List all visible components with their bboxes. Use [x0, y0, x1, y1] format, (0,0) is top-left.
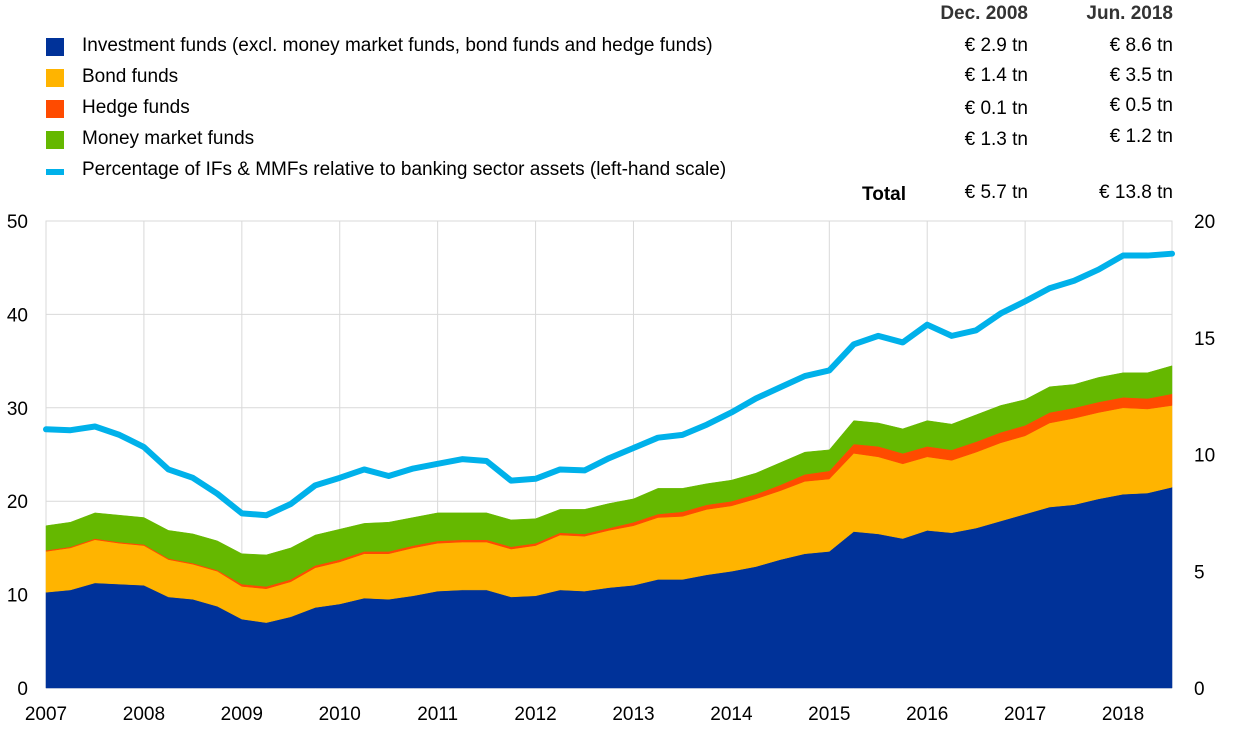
legend-swatch-investment-funds: [46, 38, 64, 56]
legend-value-bond-dec2008: € 1.4 tn: [964, 65, 1028, 86]
legend-value-investment-dec2008: € 2.9 tn: [964, 35, 1028, 56]
legend-value-hedge-dec2008: € 0.1 tn: [964, 98, 1028, 119]
y-left-tick-label: 10: [7, 586, 28, 607]
legend-total-label: Total: [862, 184, 906, 205]
legend-label-hedge-funds: Hedge funds: [82, 97, 190, 118]
legend-total-dec2008: € 5.7 tn: [964, 182, 1028, 203]
x-tick-label: 2013: [612, 704, 654, 725]
x-tick-label: 2015: [808, 704, 850, 725]
y-left-tick-label: 40: [7, 305, 28, 326]
y-right-tick-label: 20: [1194, 212, 1215, 233]
legend-value-mmf-dec2008: € 1.3 tn: [964, 129, 1028, 150]
x-tick-label: 2012: [514, 704, 556, 725]
legend-label-percentage-line: Percentage of IFs & MMFs relative to ban…: [82, 159, 727, 180]
legend-swatch-money-market-funds: [46, 131, 64, 149]
x-tick-label: 2008: [123, 704, 165, 725]
chart-legend: Dec. 2008 Jun. 2018 Investment funds (ex…: [0, 0, 1240, 215]
line-layer: [43, 250, 1175, 519]
x-tick-label: 2011: [417, 704, 458, 725]
x-tick-label: 2014: [710, 704, 753, 725]
legend-value-hedge-jun2018: € 0.5 tn: [1109, 95, 1173, 116]
legend-label-money-market-funds: Money market funds: [82, 128, 255, 149]
x-tick-label: 2016: [906, 704, 948, 725]
y-right-tick-label: 10: [1194, 446, 1215, 467]
legend-label-investment-funds: Investment funds (excl. money market fun…: [82, 35, 713, 56]
x-tick-label: 2010: [319, 704, 361, 725]
legend-total-jun2018: € 13.8 tn: [1099, 182, 1173, 203]
legend-header-dec2008: Dec. 2008: [940, 3, 1028, 24]
x-tick-label: 2007: [25, 704, 67, 725]
legend-swatch-hedge-funds: [46, 100, 64, 118]
area-layer: [45, 365, 1173, 689]
legend-value-mmf-jun2018: € 1.2 tn: [1109, 126, 1173, 147]
x-tick-label: 2018: [1102, 704, 1144, 725]
y-right-tick-label: 5: [1194, 562, 1205, 583]
y-left-tick-label: 30: [7, 399, 28, 420]
x-tick-label: 2017: [1004, 704, 1046, 725]
y-left-tick-label: 0: [17, 679, 28, 700]
legend-value-bond-jun2018: € 3.5 tn: [1109, 65, 1173, 86]
area-series-3: [45, 365, 1173, 587]
y-right-tick-label: 15: [1194, 329, 1215, 350]
y-left-tick-label: 20: [7, 492, 28, 513]
line-series-percentage: [43, 250, 1175, 519]
legend-swatch-percentage-line: [46, 169, 64, 175]
legend-label-bond-funds: Bond funds: [82, 66, 179, 87]
legend-header-jun2018: Jun. 2018: [1086, 3, 1173, 24]
y-left-tick-label: 50: [7, 212, 28, 233]
legend-swatch-bond-funds: [46, 69, 64, 87]
legend-value-investment-jun2018: € 8.6 tn: [1109, 35, 1173, 56]
y-right-tick-label: 0: [1194, 679, 1205, 700]
x-tick-label: 2009: [221, 704, 263, 725]
axis-layer: 0 10 20 30 40 50 0 5 10 15 20 2007 2008 2009 2010 2011 2…: [7, 212, 1215, 725]
